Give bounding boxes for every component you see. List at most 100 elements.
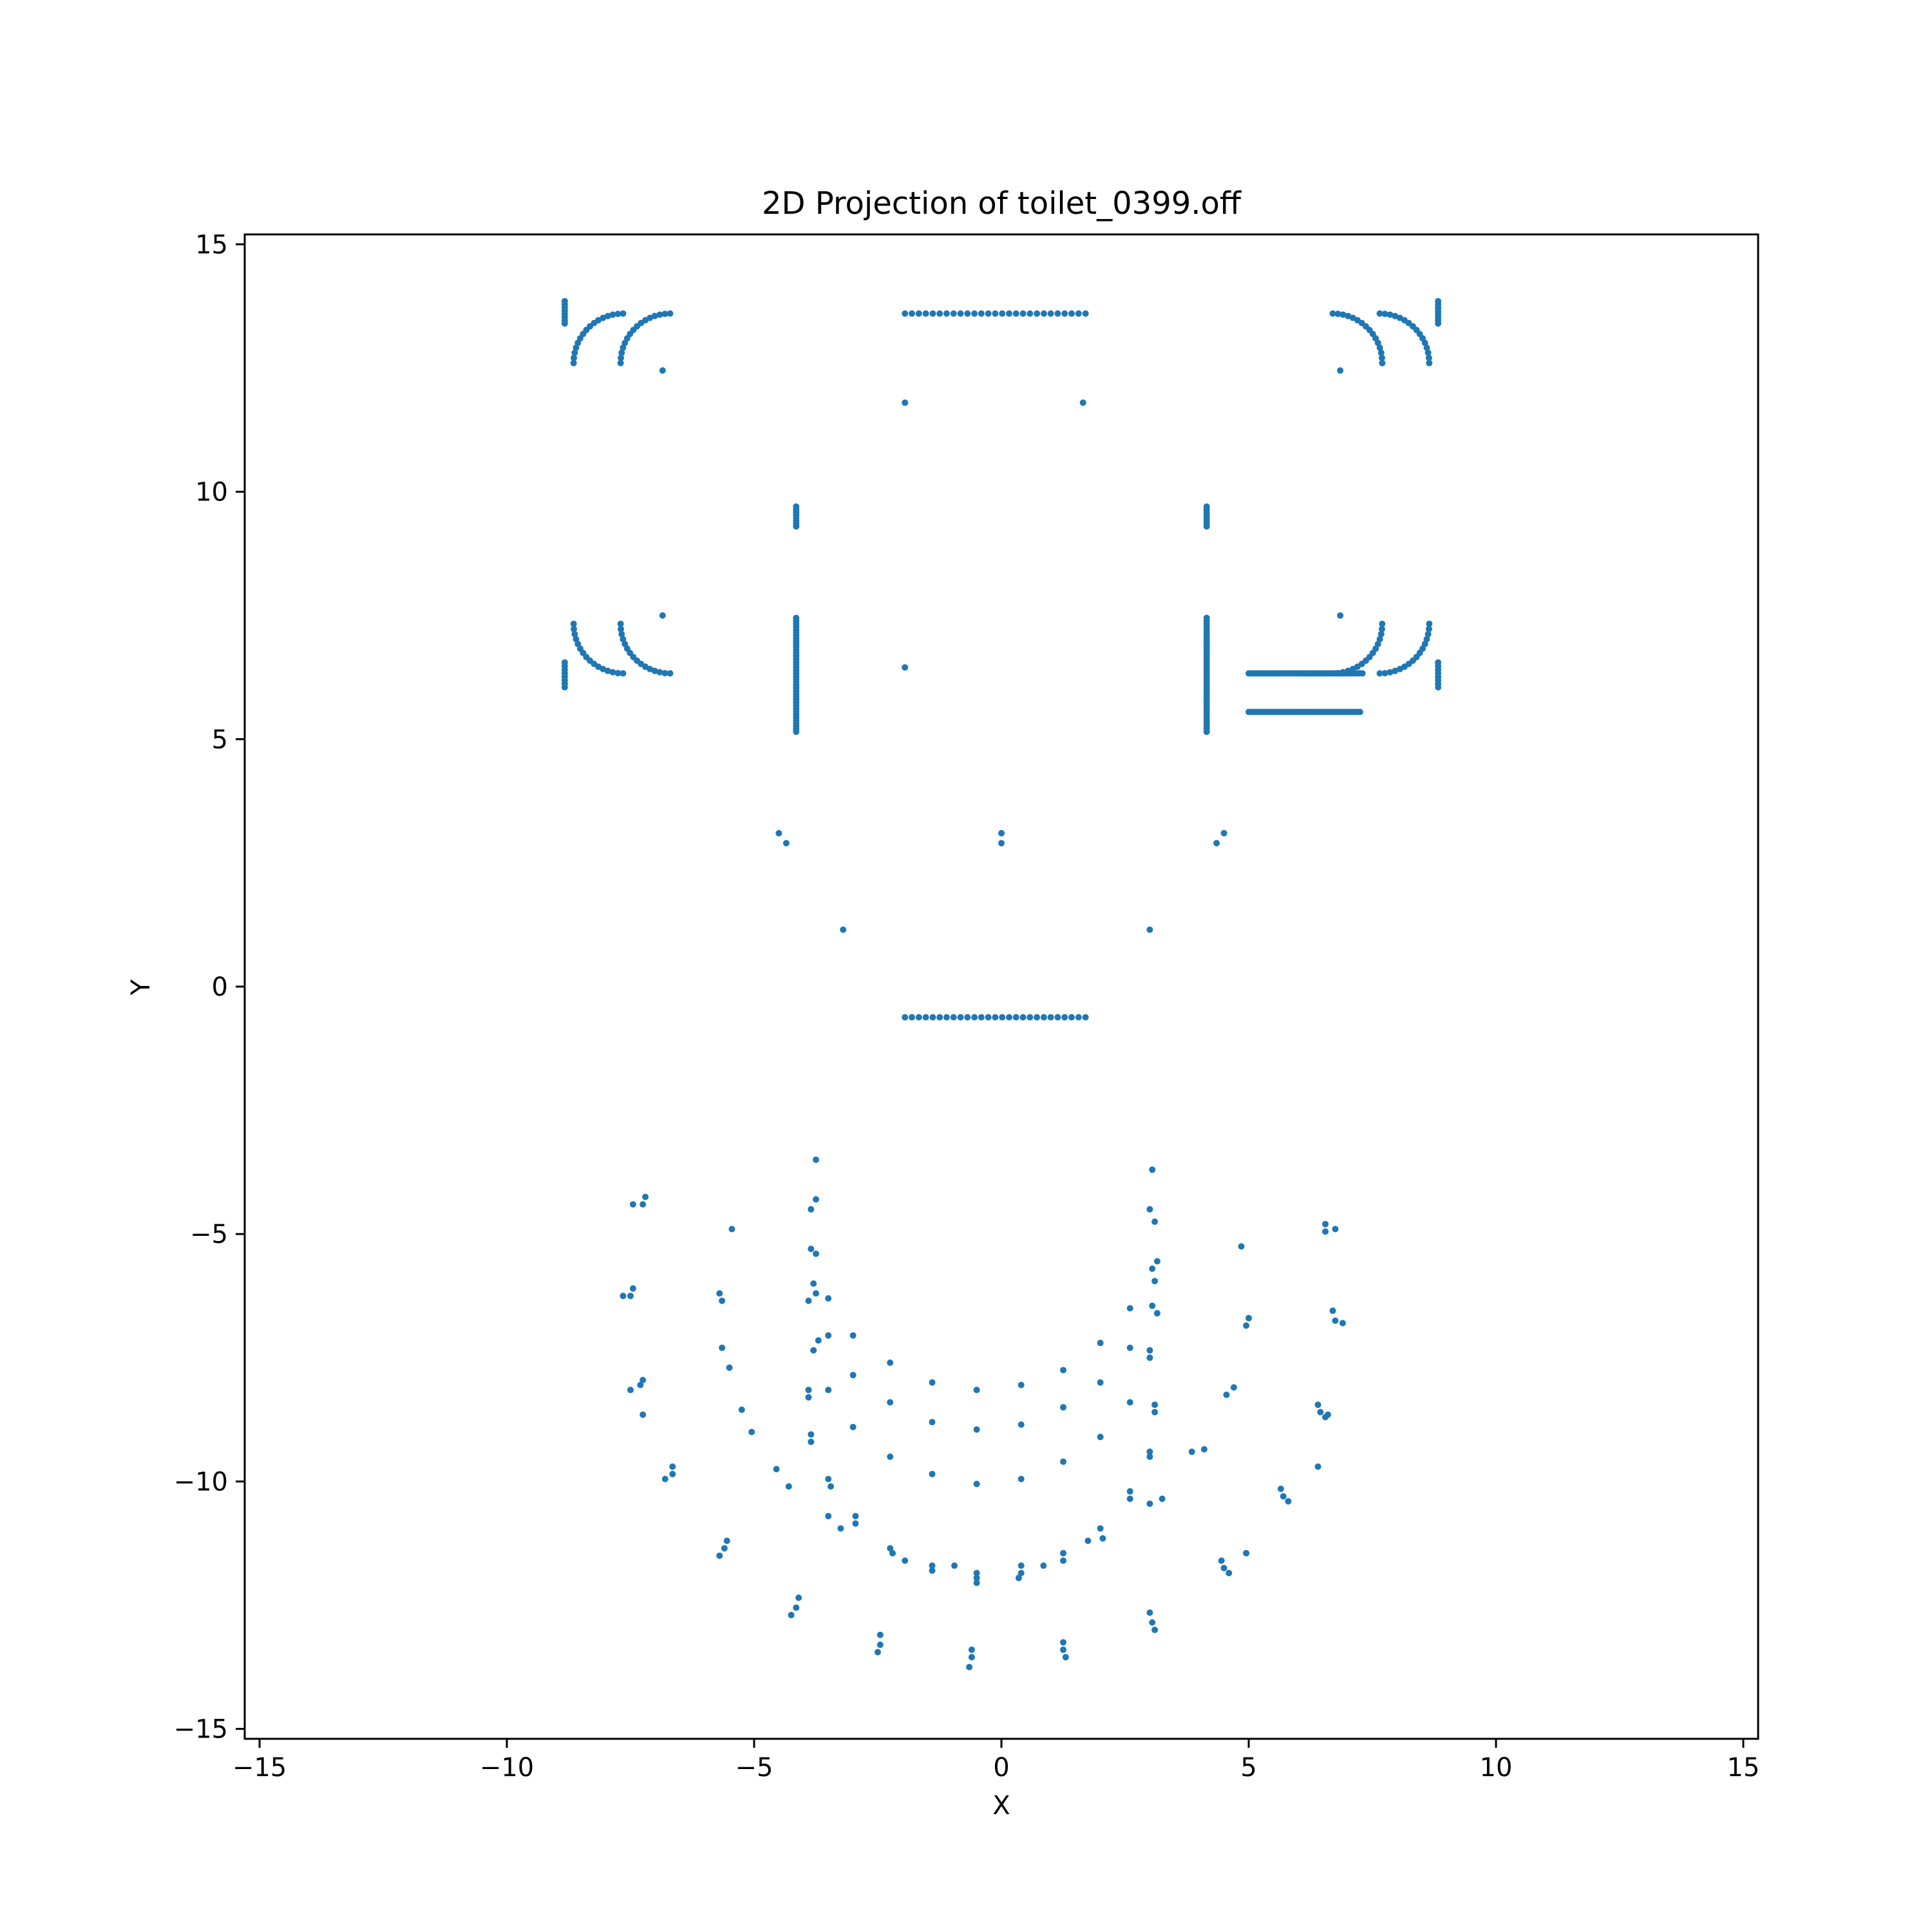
data-point <box>1146 1448 1153 1455</box>
y-tick-label: −15 <box>174 1715 228 1745</box>
data-point <box>929 1419 936 1426</box>
data-point <box>642 1193 649 1200</box>
data-point <box>1019 310 1027 317</box>
data-point <box>604 667 611 674</box>
y-tick-label: −5 <box>190 1220 228 1249</box>
data-point <box>1349 314 1356 321</box>
data-point <box>1421 641 1428 647</box>
data-point <box>1018 1421 1025 1428</box>
data-point <box>915 310 922 317</box>
data-point <box>738 1406 745 1413</box>
data-point <box>1376 310 1383 317</box>
data-point <box>929 1567 936 1574</box>
data-point <box>726 1364 733 1371</box>
data-point <box>1392 312 1399 319</box>
data-point <box>936 310 943 317</box>
data-point <box>1149 1619 1156 1626</box>
data-point <box>620 670 627 677</box>
data-point <box>618 354 625 361</box>
data-point <box>1079 399 1086 406</box>
data-point <box>1322 1220 1329 1227</box>
data-point <box>825 1332 832 1339</box>
data-point <box>840 926 847 933</box>
data-point <box>825 1295 832 1302</box>
data-point <box>1146 1501 1153 1507</box>
data-point <box>998 840 1005 847</box>
data-point <box>968 1646 975 1653</box>
data-point <box>1379 359 1386 366</box>
data-point <box>887 1359 894 1366</box>
data-point <box>1126 1495 1133 1502</box>
data-point <box>748 1428 755 1435</box>
data-point <box>1376 670 1383 677</box>
data-point <box>1378 349 1385 356</box>
data-point <box>656 668 663 676</box>
data-point <box>639 1411 647 1418</box>
x-tick-label: −15 <box>232 1753 287 1783</box>
data-point <box>1153 1310 1160 1317</box>
data-point <box>1060 1404 1066 1411</box>
data-point <box>1280 1493 1287 1500</box>
data-point <box>929 1470 936 1477</box>
data-point <box>793 614 800 621</box>
data-point <box>849 1423 857 1430</box>
data-point <box>1034 1014 1041 1021</box>
data-point <box>1146 1454 1153 1460</box>
data-point <box>1034 310 1041 317</box>
data-point <box>1151 1408 1159 1416</box>
data-point <box>571 354 578 361</box>
data-point <box>998 829 1005 837</box>
data-point <box>971 1014 978 1021</box>
data-point <box>943 310 950 317</box>
data-point <box>647 665 654 672</box>
data-point <box>1337 367 1344 374</box>
data-point <box>808 1431 815 1438</box>
data-point <box>561 659 568 666</box>
data-point <box>1425 625 1432 632</box>
data-point <box>808 1245 815 1253</box>
data-point <box>1054 1014 1061 1021</box>
data-point <box>618 625 625 632</box>
data-point <box>1324 1411 1331 1418</box>
data-point <box>1018 1381 1025 1388</box>
data-point <box>1220 829 1227 837</box>
data-point <box>1082 1014 1089 1021</box>
data-point <box>1151 1218 1159 1225</box>
data-point <box>793 1604 800 1611</box>
data-point <box>973 1387 980 1394</box>
data-point <box>1054 310 1061 317</box>
data-point <box>1040 1014 1047 1021</box>
data-point <box>909 310 915 317</box>
data-point <box>1097 1434 1104 1441</box>
data-point <box>929 1014 936 1021</box>
data-point <box>875 1649 881 1656</box>
data-point <box>1082 310 1089 317</box>
data-point <box>852 1513 859 1520</box>
data-point <box>985 310 992 317</box>
data-point <box>1381 670 1388 677</box>
y-axis: −15 −10 −5 0 5 10 15 <box>174 230 245 1745</box>
data-point <box>788 1611 795 1618</box>
data-point <box>1314 1463 1321 1470</box>
data-point <box>1374 641 1381 647</box>
data-point <box>1435 659 1442 666</box>
data-point <box>1245 1314 1252 1321</box>
data-point <box>629 1201 636 1208</box>
data-point <box>627 1293 634 1300</box>
chart-title: 2D Projection of toilet_0399.off <box>762 185 1242 222</box>
data-point <box>773 1466 780 1473</box>
data-point <box>1425 349 1432 356</box>
y-tick-label: −10 <box>174 1467 228 1497</box>
data-point <box>1387 311 1394 318</box>
data-point <box>793 503 800 510</box>
data-point <box>1381 310 1388 317</box>
data-point <box>973 1426 980 1433</box>
data-point <box>1068 1014 1075 1021</box>
data-point <box>716 1290 723 1297</box>
data-point <box>1097 1340 1104 1347</box>
data-point <box>1423 636 1430 643</box>
data-point <box>876 1642 884 1648</box>
x-tick-label: −5 <box>735 1753 773 1783</box>
data-point <box>637 1381 644 1388</box>
